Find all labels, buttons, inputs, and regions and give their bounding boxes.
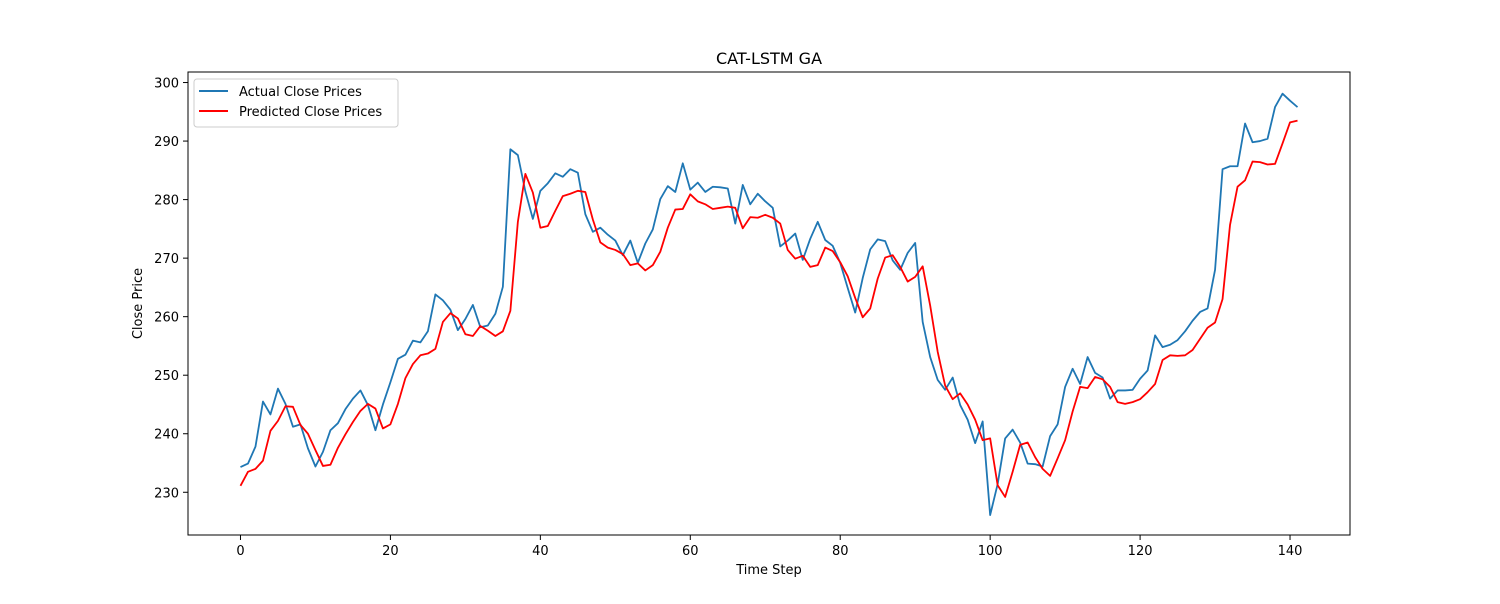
series-layer (239, 92, 1299, 516)
y-tick-label: 240 (154, 428, 179, 443)
plot-frame (187, 71, 1351, 536)
legend-label-predicted: Predicted Close Prices (239, 105, 382, 120)
y-tick-label: 250 (154, 369, 179, 384)
chart-title: CAT-LSTM GA (716, 49, 822, 68)
x-axis-ticks: 0 20 40 60 80 100 120 140 (236, 535, 1302, 559)
y-tick-label: 260 (154, 311, 179, 326)
x-tick-label: 80 (832, 544, 849, 559)
x-tick-label: 100 (978, 544, 1003, 559)
legend: Actual Close Prices Predicted Close Pric… (193, 78, 399, 128)
y-tick-label: 280 (154, 194, 179, 209)
y-tick-label: 270 (154, 252, 179, 267)
x-tick-label: 120 (1128, 544, 1153, 559)
x-tick-label: 20 (382, 544, 399, 559)
x-axis-label: Time Step (735, 563, 802, 578)
x-tick-label: 40 (532, 544, 549, 559)
legend-label-actual: Actual Close Prices (239, 85, 362, 100)
x-tick-label: 140 (1278, 544, 1303, 559)
series-line-actual (240, 92, 1299, 516)
y-axis-label: Close Price (131, 268, 146, 339)
x-tick-label: 0 (236, 544, 244, 559)
y-tick-label: 300 (154, 77, 179, 92)
series-line-predicted (239, 119, 1298, 498)
y-tick-label: 230 (154, 486, 179, 501)
y-axis-ticks: 230 240 250 260 270 280 290 300 (154, 77, 188, 501)
legend-box (193, 78, 399, 128)
x-tick-label: 60 (682, 544, 699, 559)
y-tick-label: 290 (154, 135, 179, 150)
